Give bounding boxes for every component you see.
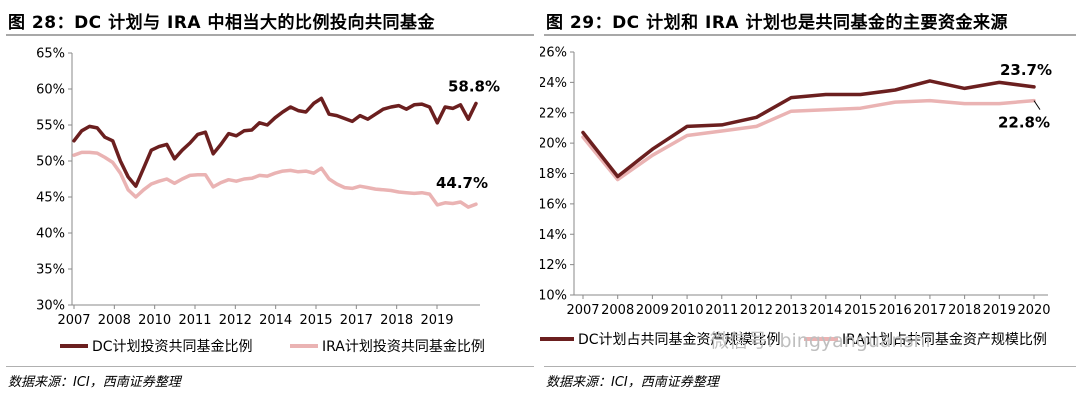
y-tick-label: 45% <box>36 191 65 206</box>
x-tick-label: 2017 <box>913 303 946 318</box>
y-tick-label: 60% <box>36 83 65 98</box>
x-tick-label: 2007 <box>57 313 90 328</box>
y-tick-label: 22% <box>540 106 567 121</box>
x-tick-label: 2012 <box>219 313 252 328</box>
y-tick-label: 24% <box>540 76 567 91</box>
y-tick-label: 16% <box>540 197 567 212</box>
right-line-chart: 10%12%14%16%18%20%22%24%26%2007 2008 2009 2… <box>540 46 1052 348</box>
x-tick-label: 2020 <box>1017 303 1050 318</box>
series-line-2 <box>72 150 478 209</box>
end-value-label: 44.7% <box>436 174 488 192</box>
y-tick-label: 12% <box>540 258 567 273</box>
right-figure-panel: 图 29：DC 计划和 IRA 计划也是共同基金的主要资金来源 10% 12% 14… <box>540 0 1080 401</box>
y-tick-label: 10% <box>540 289 567 304</box>
x-tick-label: 2011 <box>705 303 738 318</box>
left-figure-panel: 图 28：DC 计划与 IRA 中相当大的比例投向共同基金 30% 35% 40% 4… <box>6 13 534 390</box>
legend-label-2: IRA计划投资共同基金比例 <box>322 338 485 355</box>
x-tick-label: 2019 <box>420 313 453 328</box>
y-tick-label: 40% <box>36 227 65 242</box>
x-tick-label: 2015 <box>299 313 332 328</box>
x-tick-label: 2019 <box>983 303 1016 318</box>
x-tick-label: 2013 <box>775 303 808 318</box>
end-value-label: 58.8% <box>448 77 500 95</box>
y-tick-label: 35% <box>36 263 65 278</box>
x-tick-label: 2008 <box>601 303 634 318</box>
x-tick-label: 2007 <box>566 303 599 318</box>
x-tick-label: 2017 <box>340 313 373 328</box>
legend-label-2: IRA计划占共同基金资产规模比例 <box>842 331 1047 348</box>
end-label-leader <box>1033 100 1041 110</box>
x-tick-label: 2018 <box>380 313 413 328</box>
x-tick-label: 2010 <box>138 313 171 328</box>
left-source-note: 数据来源：ICI，西南证券整理 <box>8 375 181 390</box>
x-tick-label: 2014 <box>809 303 842 318</box>
wechat-watermark: 微信号: bingyanguanshi <box>710 330 931 352</box>
legend-label-1: DC计划投资共同基金比例 <box>92 338 253 355</box>
series-line-1 <box>72 96 478 188</box>
left-figure-title: 图 28：DC 计划与 IRA 中相当大的比例投向共同基金 <box>8 13 435 33</box>
right-figure-title: 图 29：DC 计划和 IRA 计划也是共同基金的主要资金来源 <box>546 13 1008 33</box>
left-source-rule <box>6 366 534 367</box>
series-line-2 <box>581 98 1036 182</box>
x-tick-label: 2014 <box>259 313 292 328</box>
left-line-chart: 30% 35% 40% 45% 50% 55% 60% 65% 2007 2008 2010 2011… <box>36 47 500 356</box>
legend-label-1: DC计划占共同基金资产规模比例 <box>578 331 781 348</box>
y-tick-label: 14% <box>540 228 567 243</box>
y-tick-label: 65% <box>36 47 65 62</box>
x-tick-label: 2016 <box>879 303 912 318</box>
left-title-rule <box>6 34 534 36</box>
x-tick-label: 2008 <box>98 313 131 328</box>
x-tick-label: 2018 <box>948 303 981 318</box>
x-tick-label: 2009 <box>636 303 669 318</box>
right-source-rule <box>544 366 1076 367</box>
x-tick-label: 2010 <box>671 303 704 318</box>
end-value-label: 23.7% <box>1000 61 1052 79</box>
end-value-label: 22.8% <box>998 114 1050 132</box>
x-tick-label: 2015 <box>844 303 877 318</box>
x-tick-label: 2012 <box>740 303 773 318</box>
x-tick-label: 2011 <box>178 313 211 328</box>
series-line-1 <box>581 79 1036 179</box>
right-title-rule <box>544 34 1076 36</box>
right-source-note: 数据来源：ICI，西南证券整理 <box>546 375 719 390</box>
y-tick-label: 50% <box>36 155 65 170</box>
y-tick-label: 30% <box>36 299 65 314</box>
y-tick-label: 18% <box>540 167 567 182</box>
y-tick-label: 20% <box>540 137 567 152</box>
y-tick-label: 55% <box>36 119 65 134</box>
y-tick-label: 26% <box>540 46 567 61</box>
